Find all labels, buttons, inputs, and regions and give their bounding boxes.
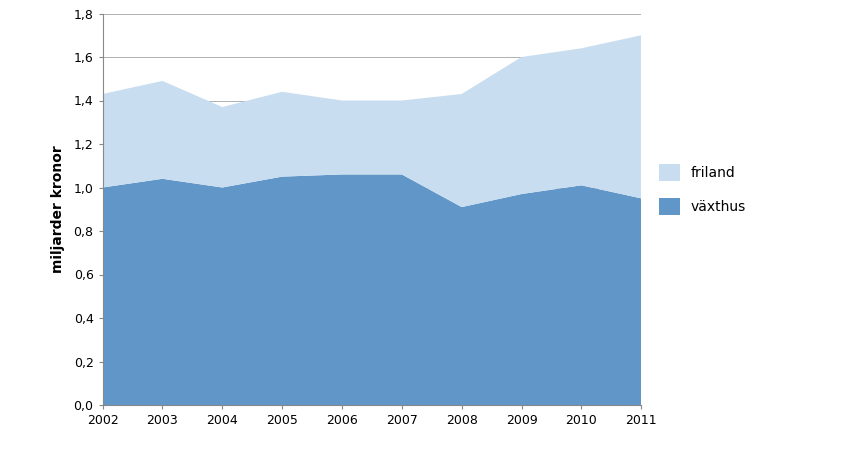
Legend: friland, växthus: friland, växthus bbox=[659, 164, 746, 215]
Y-axis label: miljarder kronor: miljarder kronor bbox=[51, 145, 65, 273]
